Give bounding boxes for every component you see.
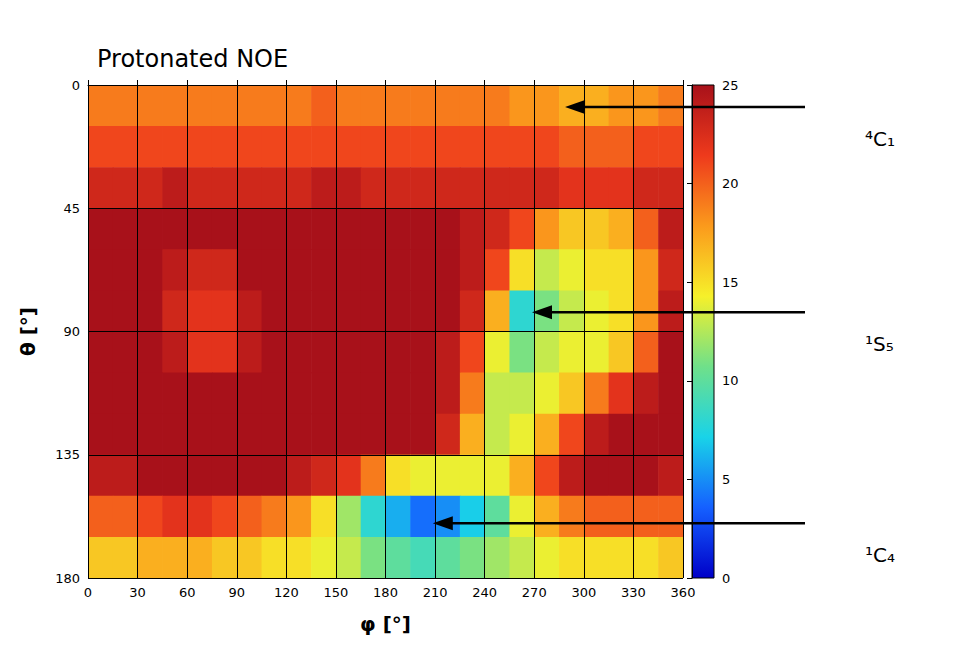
svg-text:10: 10 — [722, 373, 739, 388]
svg-text:θ [°]: θ [°] — [16, 307, 40, 356]
svg-text:⁴C₁: ⁴C₁ — [865, 127, 895, 151]
svg-text:330: 330 — [621, 585, 646, 600]
svg-text:270: 270 — [522, 585, 547, 600]
svg-text:0: 0 — [722, 571, 730, 586]
svg-text:135: 135 — [55, 447, 80, 462]
svg-text:25: 25 — [722, 78, 739, 93]
svg-text:20: 20 — [722, 176, 739, 191]
svg-text:180: 180 — [373, 585, 398, 600]
svg-text:300: 300 — [571, 585, 596, 600]
svg-text:90: 90 — [228, 585, 245, 600]
svg-text:φ [°]: φ [°] — [360, 612, 411, 636]
svg-text:0: 0 — [72, 78, 80, 93]
svg-text:30: 30 — [129, 585, 146, 600]
svg-text:150: 150 — [324, 585, 349, 600]
svg-text:0: 0 — [84, 585, 92, 600]
svg-text:¹S₅: ¹S₅ — [865, 332, 894, 356]
svg-text:240: 240 — [472, 585, 497, 600]
svg-text:360: 360 — [671, 585, 696, 600]
svg-text:45: 45 — [63, 201, 80, 216]
svg-text:5: 5 — [722, 472, 730, 487]
svg-text:60: 60 — [179, 585, 196, 600]
svg-text:120: 120 — [274, 585, 299, 600]
svg-text:180: 180 — [55, 571, 80, 586]
svg-text:¹C₄: ¹C₄ — [865, 543, 895, 567]
svg-text:210: 210 — [423, 585, 448, 600]
svg-text:Protonated NOE: Protonated NOE — [97, 45, 288, 73]
svg-text:90: 90 — [63, 324, 80, 339]
svg-text:15: 15 — [722, 275, 739, 290]
